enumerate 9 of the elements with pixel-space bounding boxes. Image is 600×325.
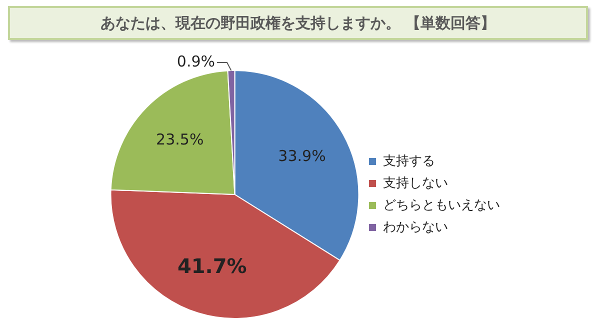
legend-label: 支持する: [383, 154, 435, 169]
legend-label: どちらともいえない: [383, 198, 500, 213]
data-label: 0.9%: [176, 52, 216, 70]
chart-title: あなたは、現在の野田政権を支持しますか。 【単数回答】: [8, 6, 588, 40]
data-label: 41.7%: [177, 254, 247, 278]
data-label: 33.9%: [278, 147, 326, 166]
data-label: 23.5%: [156, 130, 204, 149]
legend-label: 支持しない: [383, 176, 448, 191]
legend-label: わからない: [383, 220, 448, 235]
